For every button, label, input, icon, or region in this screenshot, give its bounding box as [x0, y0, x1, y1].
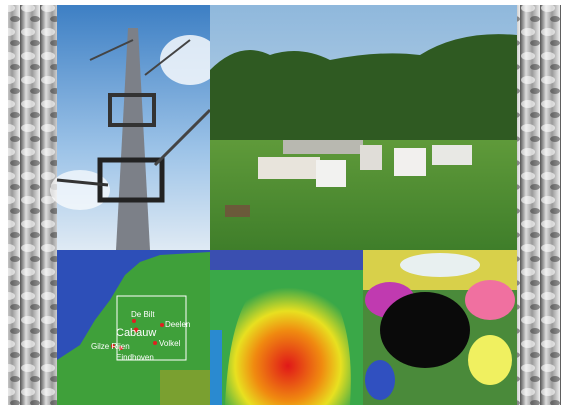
map-label: Eindhoven: [116, 353, 154, 362]
map-label: Gilze Rijen: [91, 342, 130, 351]
map-label: Volkel: [159, 339, 181, 348]
map-label: De Bilt: [131, 310, 155, 319]
map: De Bilt Cabauw Deelen Gilze Rijen Volkel…: [57, 250, 210, 405]
tower-photo: [50, 5, 220, 250]
radar-image: [210, 250, 363, 405]
satellite-image: [363, 250, 517, 405]
map-label: Cabauw: [116, 327, 156, 339]
landscape-photo: [210, 5, 517, 250]
cloud-strip-left: [8, 5, 57, 405]
cloud-strip-right: [517, 5, 561, 405]
map-label: Deelen: [165, 320, 190, 329]
